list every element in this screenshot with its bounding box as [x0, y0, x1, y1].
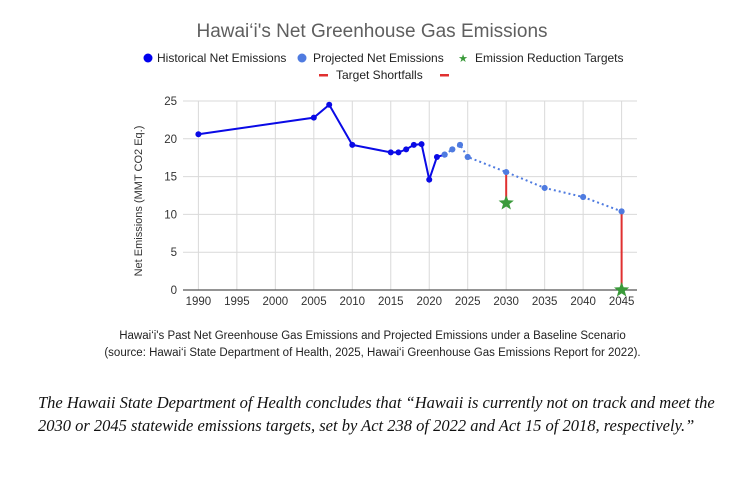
historical-point [433, 153, 440, 160]
x-tick-label: 2030 [493, 296, 519, 308]
historical-point [395, 149, 402, 156]
emissions-chart: Hawai‘i's Net Greenhouse Gas Emissions H… [133, 21, 637, 308]
x-ticks: 1990 1995 2000 2005 2010 2015 2020 2025 2030 2035… [186, 296, 635, 308]
y-tick-label: 15 [164, 172, 177, 184]
y-tick-label: 0 [171, 285, 177, 297]
projected-line [444, 143, 622, 213]
x-tick-label: 2005 [301, 296, 327, 308]
legend-shortfall-label: Target Shortfalls [336, 68, 423, 82]
projected-point-top [441, 151, 448, 158]
legend-projected-label: Projected Net Emissions [313, 51, 444, 65]
historical-point [310, 114, 317, 121]
chart-title: Hawai‘i's Net Greenhouse Gas Emissions [196, 21, 547, 42]
caption-line-2: (source: Hawai‘i State Department of Hea… [104, 347, 641, 359]
y-tick-label: 5 [171, 247, 177, 259]
grid [183, 100, 637, 291]
historical-point [326, 101, 333, 108]
y-axis-label: Net Emissions (MMT CO2 Eq.) [133, 126, 145, 277]
legend-historical-label: Historical Net Emissions [157, 51, 286, 65]
x-tick-label: 2020 [416, 296, 442, 308]
quote-paragraph: The Hawaii State Department of Health co… [38, 393, 715, 435]
y-tick-label: 20 [164, 134, 177, 146]
historical-point [387, 149, 394, 156]
x-tick-label: 1990 [186, 296, 212, 308]
legend-shortfall-marker-2 [440, 74, 449, 77]
y-ticks: 0 5 10 15 20 25 [164, 96, 177, 297]
y-tick-label: 10 [164, 209, 177, 221]
historical-point [349, 141, 356, 148]
historical-point [410, 141, 417, 148]
legend-targets-label: Emission Reduction Targets [475, 51, 624, 65]
projected-point-top [580, 194, 587, 201]
legend-projected-marker [297, 53, 307, 63]
projected-point-top [618, 208, 625, 215]
x-tick-label: 2045 [609, 296, 635, 308]
y-tick-label: 25 [164, 96, 177, 108]
x-tick-label: 2025 [455, 296, 481, 308]
historical-line [198, 103, 445, 184]
x-tick-label: 2000 [263, 296, 289, 308]
historical-point [195, 131, 202, 138]
target-star [498, 195, 514, 210]
caption-line-1: Hawai‘i's Past Net Greenhouse Gas Emissi… [119, 330, 626, 342]
projected-point-top [503, 169, 510, 176]
projected-point-top [541, 184, 548, 191]
historical-point [426, 176, 433, 183]
legend-shortfall-marker [319, 74, 328, 77]
legend-historical-marker [143, 53, 153, 63]
historical-point [418, 141, 425, 148]
x-tick-label: 2040 [570, 296, 596, 308]
target-star [614, 282, 630, 297]
historical-point [403, 146, 410, 153]
x-tick-label: 1995 [224, 296, 250, 308]
legend-target-star-icon: ★ [458, 53, 468, 65]
legend: Historical Net Emissions Projected Net E… [143, 51, 624, 82]
series-layer [195, 101, 630, 297]
projected-point-top [464, 153, 471, 160]
projected-point-top [457, 141, 464, 148]
x-tick-label: 2010 [339, 296, 365, 308]
figure-caption: Hawai‘i's Past Net Greenhouse Gas Emissi… [0, 328, 745, 362]
projected-point-top [449, 146, 456, 153]
x-tick-label: 2035 [532, 296, 558, 308]
x-tick-label: 2015 [378, 296, 404, 308]
